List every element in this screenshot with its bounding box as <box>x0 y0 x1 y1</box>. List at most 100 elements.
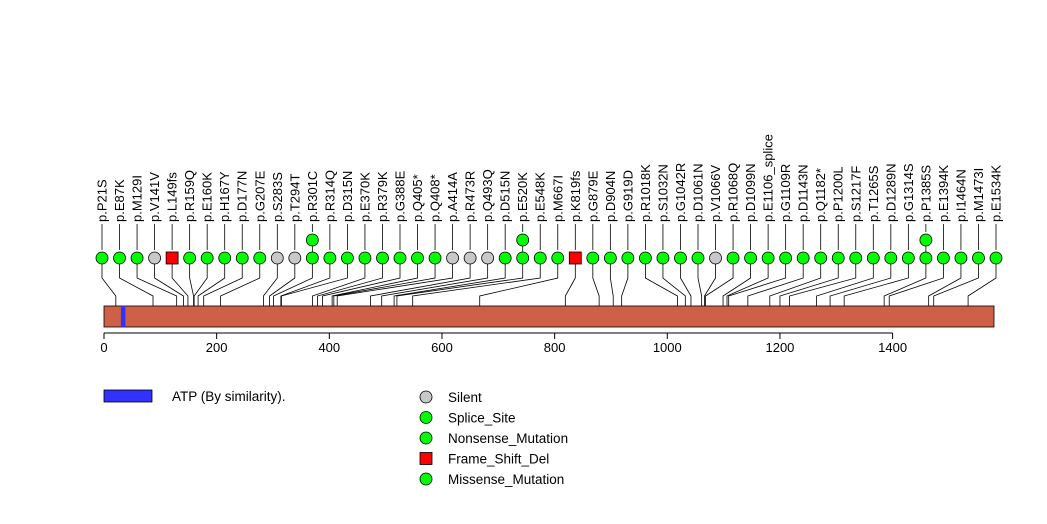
mutation-marker <box>235 251 249 265</box>
mutation-label: p.R379K <box>375 171 390 222</box>
connector-line <box>322 258 401 306</box>
connector-line <box>203 258 243 306</box>
mutation-label: p.Q408* <box>428 174 443 222</box>
connector-line <box>220 258 261 306</box>
connector-line <box>769 258 822 306</box>
mutation-label: p.D1099N <box>743 163 758 222</box>
connector-line <box>728 258 787 306</box>
silent-marker <box>446 251 459 265</box>
mutation-marker <box>358 251 372 265</box>
connector-line <box>789 258 857 306</box>
legend-type-label: Splice_Site <box>448 411 516 426</box>
mutation-label: p.D1061N <box>691 163 706 222</box>
mutation-label: p.E1106_splice <box>761 134 776 222</box>
domain-atp <box>120 306 126 327</box>
mutation-label: p.M129I <box>130 175 145 222</box>
legend-type-label: Frame_Shift_Del <box>448 452 549 467</box>
connector-line <box>370 258 471 306</box>
connector-line <box>564 258 576 306</box>
mutation-label: p.A414A <box>445 172 460 222</box>
mutation-marker <box>972 251 985 265</box>
axis-tick-label: 800 <box>544 340 566 355</box>
connector-line <box>967 258 997 306</box>
mutation-marker <box>919 233 933 247</box>
mutation-marker <box>674 251 687 265</box>
connector-line <box>317 258 383 306</box>
position-axis: 0 200 400 600 800 1000 1200 1400 <box>100 332 907 355</box>
connector-line <box>592 258 600 306</box>
mutation-label: p.P1200L <box>831 166 846 222</box>
legend-type-label: Nonsense_Mutation <box>448 431 568 446</box>
mutation-marker <box>428 251 442 265</box>
connector-line <box>273 258 313 306</box>
mutation-marker <box>919 251 933 265</box>
mutation-label: p.S1217F <box>848 166 863 222</box>
mutation-marker <box>866 251 880 265</box>
legend-type-swatch <box>419 431 433 445</box>
connector-line <box>697 258 703 306</box>
mutation-label: p.E87K <box>112 179 127 222</box>
mutation-label: p.E520K <box>515 172 530 222</box>
mutation-label: p.R159Q <box>182 170 197 222</box>
connector-line <box>333 258 436 306</box>
legend-type-swatch <box>419 411 433 424</box>
mutation-marker <box>814 251 828 265</box>
legend-type-swatch <box>419 472 433 486</box>
mutation-label: p.V141V <box>147 172 162 222</box>
connector-line <box>662 258 686 306</box>
connector-line <box>829 258 892 306</box>
mutation-marker <box>831 251 845 265</box>
mutation-label: p.R314Q <box>322 170 337 222</box>
connector-line <box>747 258 804 306</box>
mutation-marker <box>376 251 389 265</box>
mutation-marker <box>691 251 705 265</box>
mutation-marker <box>533 251 547 265</box>
silent-marker <box>288 251 302 265</box>
mutation-label: p.D315N <box>340 171 355 222</box>
mutation-label: p.V1066V <box>708 165 723 222</box>
mutation-marker <box>130 251 144 265</box>
connector-line <box>336 258 453 306</box>
connector-line <box>263 258 278 306</box>
legend-domain-swatch <box>103 389 153 403</box>
legend-type-label: Silent <box>448 390 482 405</box>
mutation-label: p.T1265S <box>866 165 881 222</box>
mutation-label: p.E160K <box>200 172 215 222</box>
mutation-marker <box>516 233 530 247</box>
mutation-label: p.S283S <box>270 172 285 222</box>
connector-line <box>816 258 874 306</box>
mutation-label: p.K819fs <box>568 170 583 222</box>
axis-tick-label: 1000 <box>653 340 682 355</box>
axis-tick-label: 400 <box>318 340 340 355</box>
mutation-label: p.G1314S <box>901 163 916 222</box>
mutation-label: p.L149fs <box>165 172 180 222</box>
connector-line <box>933 258 979 306</box>
connector-line <box>119 258 154 306</box>
mutation-marker <box>656 251 670 265</box>
mutation-label: p.S1032N <box>655 164 670 222</box>
mutation-label: p.D177N <box>235 171 250 222</box>
connector-line <box>928 258 962 306</box>
mutation-marker <box>551 251 565 265</box>
axis-tick-label: 200 <box>206 340 228 355</box>
mutation-label: p.Q493Q <box>480 169 495 222</box>
connector-line <box>189 258 194 306</box>
mutation-label: p.D1143N <box>796 164 811 222</box>
mutation-label: p.M1473I <box>971 168 986 222</box>
connector-line <box>381 258 489 306</box>
mutation-marker <box>779 251 793 265</box>
mutation-marker <box>341 251 354 265</box>
axis-tick-label: 1400 <box>878 340 907 355</box>
mutation-label: p.R301C <box>305 171 320 222</box>
mutation-marker <box>639 251 652 265</box>
protein-bar <box>103 305 995 328</box>
mutation-label: p.G879E <box>585 170 600 222</box>
connector-line <box>331 258 418 306</box>
mutation-marker <box>218 251 232 265</box>
silent-marker <box>270 251 284 265</box>
connector-line <box>281 258 348 306</box>
mutation-marker <box>761 251 775 265</box>
connector-line <box>197 258 226 306</box>
mutation-marker <box>937 251 950 265</box>
